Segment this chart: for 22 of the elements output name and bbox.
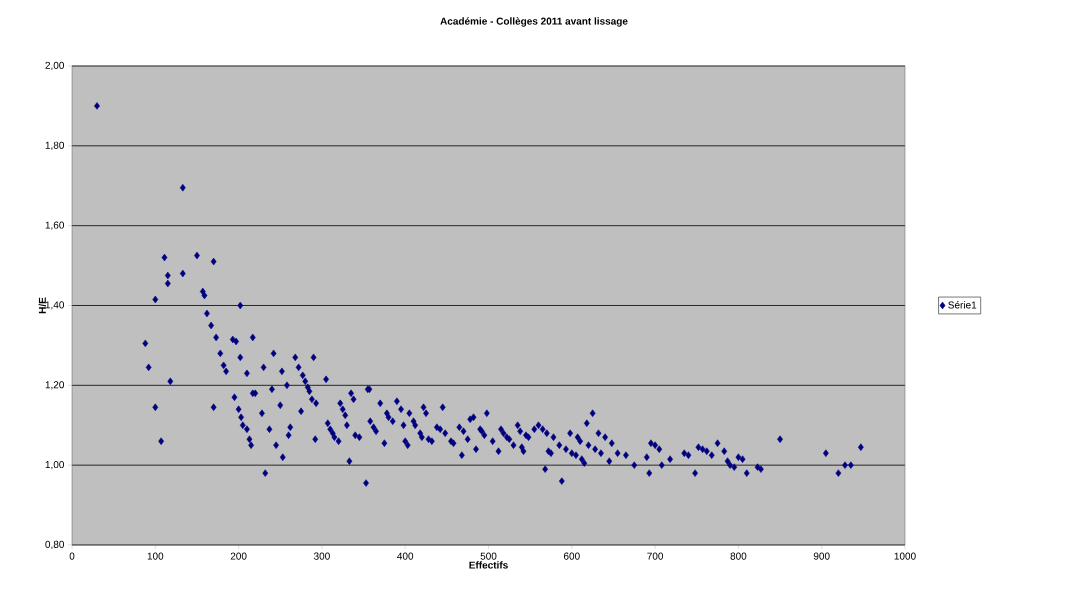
x-tick-label: 600 [563, 552, 580, 560]
y-tick-label: 1,20 [45, 381, 65, 390]
chart-title: Académie - Collèges 2011 avant lissage [440, 17, 628, 27]
x-tick-label: 300 [313, 552, 330, 560]
legend-label: Série1 [948, 301, 977, 309]
x-tick-label: 700 [647, 552, 664, 560]
y-tick-label: 1,00 [45, 461, 65, 470]
x-tick-label: 1000 [894, 552, 916, 560]
x-tick-label: 400 [397, 552, 414, 560]
y-tick-label: 1,40 [45, 301, 65, 310]
x-tick-label: 500 [480, 552, 497, 560]
x-tick-label: 0 [69, 552, 75, 560]
y-axis-title: H/E [38, 297, 47, 314]
y-tick-label: 1,80 [45, 141, 65, 150]
x-tick-label: 900 [813, 552, 830, 560]
x-tick-label: 100 [147, 552, 164, 560]
x-axis-title: Effectifs [469, 561, 508, 569]
x-tick-label: 800 [730, 552, 747, 560]
x-tick-label: 200 [230, 552, 247, 560]
y-tick-label: 2,00 [45, 61, 65, 71]
y-tick-label: 1,60 [45, 221, 65, 230]
y-tick-label: 0,80 [45, 540, 65, 550]
